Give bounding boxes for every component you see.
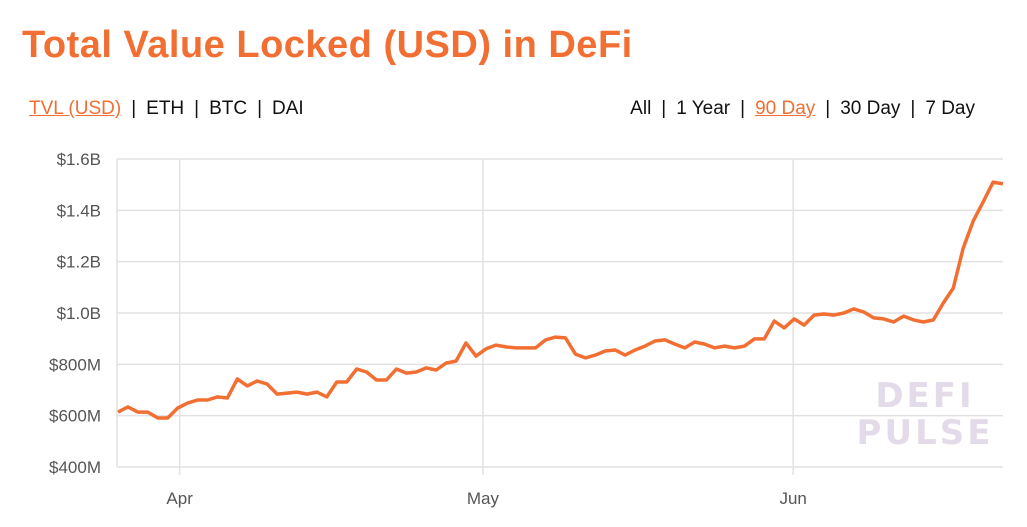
tab-tvl-usd[interactable]: TVL (USD) [29, 98, 122, 119]
tab-separator: | [825, 98, 831, 119]
x-tick-label: Apr [166, 489, 193, 508]
tab-30-day[interactable]: 30 Day [840, 98, 901, 119]
y-tick-label: $1.2B [57, 253, 101, 272]
metric-tabs: TVL (USD) | ETH | BTC | DAI [27, 98, 306, 120]
page-title: Total Value Locked (USD) in DeFi [22, 24, 633, 66]
y-tick-label: $400M [49, 458, 101, 477]
y-tick-label: $1.0B [57, 304, 101, 323]
tab-separator: | [910, 98, 916, 119]
x-tick-label: May [467, 489, 500, 508]
tab-separator: | [194, 98, 200, 119]
y-tick-label: $800M [49, 355, 101, 374]
watermark-logo-line2: PULSE [857, 413, 994, 453]
tab-separator: | [131, 98, 137, 119]
tab-separator: | [740, 98, 746, 119]
tab-eth[interactable]: ETH [146, 98, 185, 119]
x-tick-label: Jun [779, 489, 806, 508]
tab-separator: | [257, 98, 263, 119]
range-tabs: All | 1 Year | 90 Day | 30 Day | 7 Day [628, 98, 977, 120]
tvl-series-line [117, 180, 1004, 420]
tab-separator: | [661, 98, 667, 119]
tab-1-year[interactable]: 1 Year [676, 98, 731, 119]
tab-btc[interactable]: BTC [209, 98, 248, 119]
tab-all[interactable]: All [630, 98, 652, 119]
tab-90-day[interactable]: 90 Day [755, 98, 816, 119]
y-tick-label: $600M [49, 407, 101, 426]
tab-7-day[interactable]: 7 Day [925, 98, 975, 119]
y-tick-label: $1.6B [57, 150, 101, 169]
tab-dai[interactable]: DAI [272, 98, 304, 119]
y-tick-label: $1.4B [57, 201, 101, 220]
watermark-logo-line1: DEFI [875, 376, 974, 416]
